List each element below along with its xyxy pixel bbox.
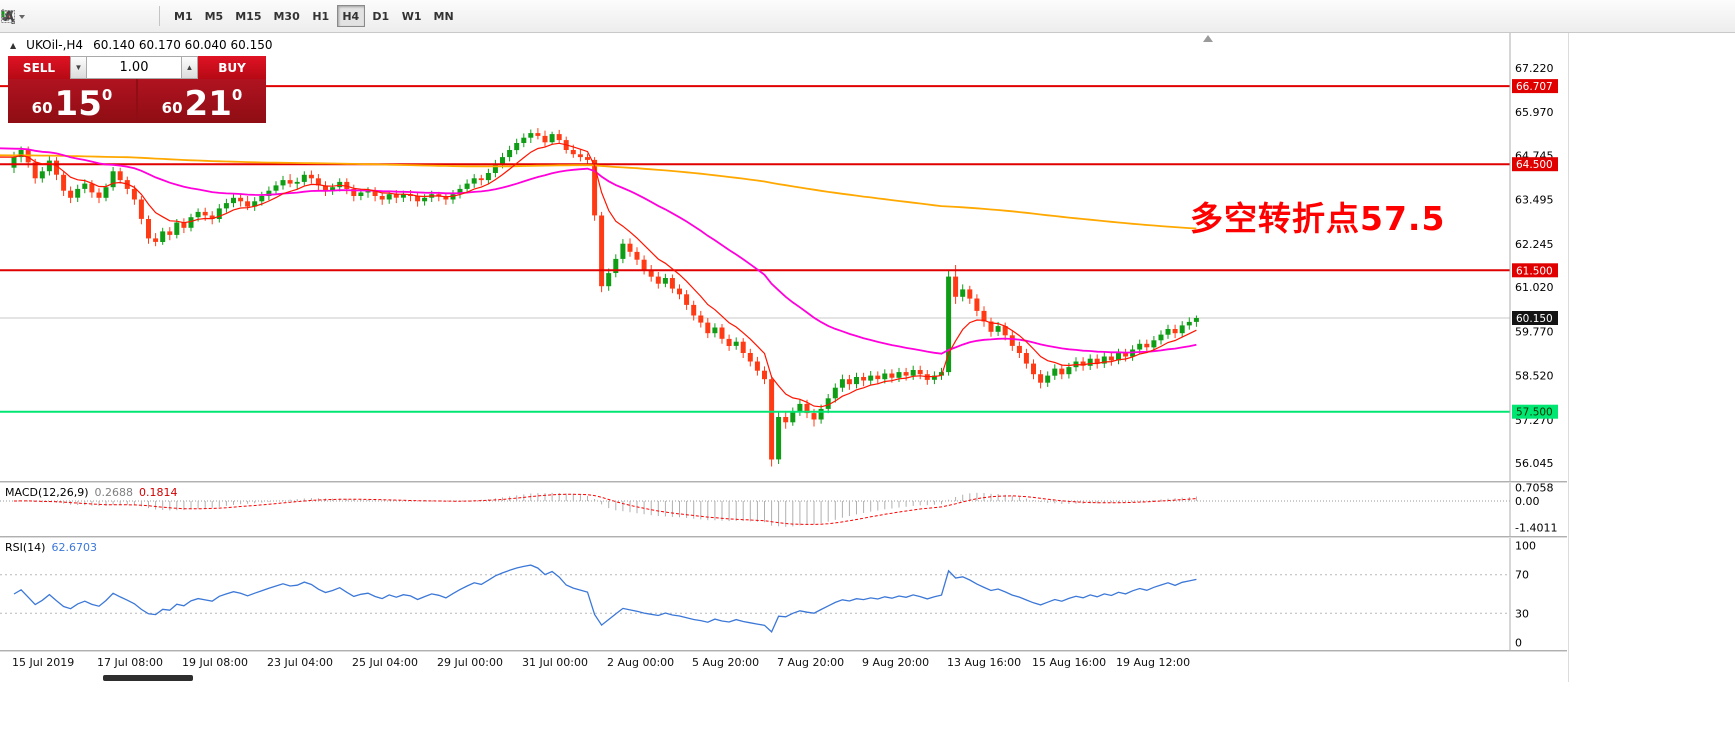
sell-quote-main: 15 bbox=[54, 84, 102, 125]
text-label-icon: T bbox=[1, 9, 15, 23]
chart-indicator-list-icon-button[interactable]: F bbox=[2, 4, 64, 29]
insert-text-icon-button[interactable]: A bbox=[4, 4, 93, 29]
svg-text:F: F bbox=[11, 18, 15, 25]
panel-separator[interactable] bbox=[0, 650, 1567, 652]
time-label: 13 Aug 16:00 bbox=[947, 656, 1022, 669]
sell-quote-prefix: 60 bbox=[31, 99, 53, 117]
buy-quote-sup: 0 bbox=[231, 86, 243, 104]
volume-input[interactable] bbox=[87, 56, 181, 79]
macd-value: 0.2688 bbox=[94, 486, 134, 499]
macd-name: MACD(12,26,9) bbox=[5, 486, 89, 499]
svg-text:-1.4011: -1.4011 bbox=[1515, 522, 1557, 535]
time-label: 19 Jul 08:00 bbox=[182, 656, 248, 669]
timeframe-button-M5[interactable]: M5 bbox=[200, 5, 229, 27]
sell-quote-sup: 0 bbox=[101, 86, 113, 104]
time-label: 17 Jul 08:00 bbox=[97, 656, 163, 669]
drawing-tools-icon-button[interactable] bbox=[2, 4, 151, 29]
svg-text:57.500: 57.500 bbox=[1516, 407, 1553, 419]
time-label: 31 Jul 00:00 bbox=[522, 656, 588, 669]
svg-text:0.7058: 0.7058 bbox=[1515, 483, 1554, 495]
insert-label-icon-button[interactable]: T bbox=[1, 4, 122, 29]
svg-text:60.150: 60.150 bbox=[1516, 313, 1553, 325]
chart-annotation-text: 多空转折点57.5 bbox=[1190, 199, 1446, 238]
horizontal-scrollbar bbox=[0, 674, 1567, 682]
horizontal-scrollbar-thumb[interactable] bbox=[103, 675, 193, 681]
macd-signal-value: 0.1814 bbox=[139, 486, 178, 499]
timeframe-button-H1[interactable]: H1 bbox=[307, 5, 335, 27]
window-edge-divider bbox=[1568, 33, 1569, 682]
buy-quote-main: 21 bbox=[184, 84, 232, 125]
time-label: 23 Jul 04:00 bbox=[267, 656, 333, 669]
svg-text:E: E bbox=[11, 18, 15, 25]
sell-button[interactable]: SELL bbox=[8, 56, 70, 79]
svg-text:61.500: 61.500 bbox=[1516, 265, 1553, 277]
svg-text:100: 100 bbox=[1515, 540, 1536, 553]
svg-text:0: 0 bbox=[1515, 636, 1522, 649]
time-label: 9 Aug 20:00 bbox=[862, 656, 930, 669]
time-label: 7 Aug 20:00 bbox=[777, 656, 845, 669]
time-label: 2 Aug 00:00 bbox=[607, 656, 675, 669]
timeframe-button-M1[interactable]: M1 bbox=[169, 5, 198, 27]
ohlc-values: 60.140 60.170 60.040 60.150 bbox=[93, 38, 273, 52]
svg-text:64.500: 64.500 bbox=[1516, 159, 1553, 171]
timeframe-button-M15[interactable]: M15 bbox=[230, 5, 266, 27]
timeframe-button-D1[interactable]: D1 bbox=[367, 5, 395, 27]
time-label: 15 Aug 16:00 bbox=[1032, 656, 1107, 669]
symbol-period-label: UKOil-,H4 bbox=[26, 38, 84, 52]
one-click-trading-panel: SELL ▼ ▲ BUY 60 15 0 60 21 0 bbox=[8, 56, 266, 123]
panel-separator[interactable] bbox=[0, 536, 1567, 538]
volume-increase-button[interactable]: ▲ bbox=[181, 56, 198, 79]
svg-text:65.970: 65.970 bbox=[1515, 106, 1554, 119]
time-label: 5 Aug 20:00 bbox=[692, 656, 760, 669]
svg-text:63.495: 63.495 bbox=[1515, 194, 1554, 207]
buy-quote-prefix: 60 bbox=[161, 99, 183, 117]
time-axis[interactable]: 15 Jul 2019 17 Jul 08:00 19 Jul 08:00 23 Ju… bbox=[0, 652, 1567, 674]
svg-text:62.245: 62.245 bbox=[1515, 238, 1554, 251]
one-click-collapse-icon[interactable]: ▲ bbox=[10, 40, 17, 50]
svg-text:66.707: 66.707 bbox=[1516, 81, 1553, 93]
time-label: 25 Jul 04:00 bbox=[352, 656, 418, 669]
rsi-name: RSI(14) bbox=[5, 541, 46, 554]
time-label: 19 Aug 12:00 bbox=[1116, 656, 1191, 669]
sell-quote[interactable]: 60 15 0 bbox=[8, 79, 136, 123]
price-chart-canvas[interactable]: 67.22065.97064.74563.49562.24561.02059.7… bbox=[0, 33, 1735, 481]
time-label: 29 Jul 00:00 bbox=[437, 656, 503, 669]
time-label: 15 Jul 2019 bbox=[12, 656, 75, 669]
svg-text:30: 30 bbox=[1515, 607, 1529, 620]
svg-text:58.520: 58.520 bbox=[1515, 370, 1554, 383]
svg-text:A: A bbox=[4, 10, 14, 25]
volume-decrease-button[interactable]: ▼ bbox=[70, 56, 87, 79]
toolbar-separator bbox=[159, 6, 160, 26]
buy-quote[interactable]: 60 21 0 bbox=[138, 79, 266, 123]
text-a-icon: A bbox=[4, 10, 14, 25]
timeframe-button-MN[interactable]: MN bbox=[429, 5, 459, 27]
buy-button[interactable]: BUY bbox=[198, 56, 266, 79]
rsi-label: RSI(14) 62.6703 bbox=[5, 541, 97, 554]
svg-text:59.770: 59.770 bbox=[1515, 325, 1554, 338]
timeframe-group: M1 M5 M15 M30 H1 H4 D1 W1 MN bbox=[168, 5, 460, 28]
svg-text:T: T bbox=[4, 12, 12, 23]
timeframe-button-M30[interactable]: M30 bbox=[268, 5, 304, 27]
timeframe-button-H4[interactable]: H4 bbox=[336, 5, 365, 28]
timeframe-button-W1[interactable]: W1 bbox=[397, 5, 427, 27]
svg-text:56.045: 56.045 bbox=[1515, 457, 1554, 470]
rsi-value: 62.6703 bbox=[51, 541, 97, 554]
toolbar: E F A T bbox=[0, 0, 1735, 33]
svg-text:61.020: 61.020 bbox=[1515, 281, 1554, 294]
chart-header: ▲ UKOil-,H4 60.140 60.170 60.040 60.150 bbox=[10, 38, 272, 52]
drawing-tools-icon bbox=[2, 9, 25, 21]
panel-separator[interactable] bbox=[0, 481, 1567, 483]
macd-label: MACD(12,26,9) 0.2688 0.1814 bbox=[5, 486, 178, 499]
svg-text:70: 70 bbox=[1515, 569, 1529, 582]
rsi-panel-canvas[interactable]: 100 70 30 0 bbox=[0, 538, 1735, 650]
price-axis[interactable] bbox=[1510, 33, 1567, 481]
svg-text:0.00: 0.00 bbox=[1515, 495, 1540, 508]
svg-text:67.220: 67.220 bbox=[1515, 62, 1554, 75]
